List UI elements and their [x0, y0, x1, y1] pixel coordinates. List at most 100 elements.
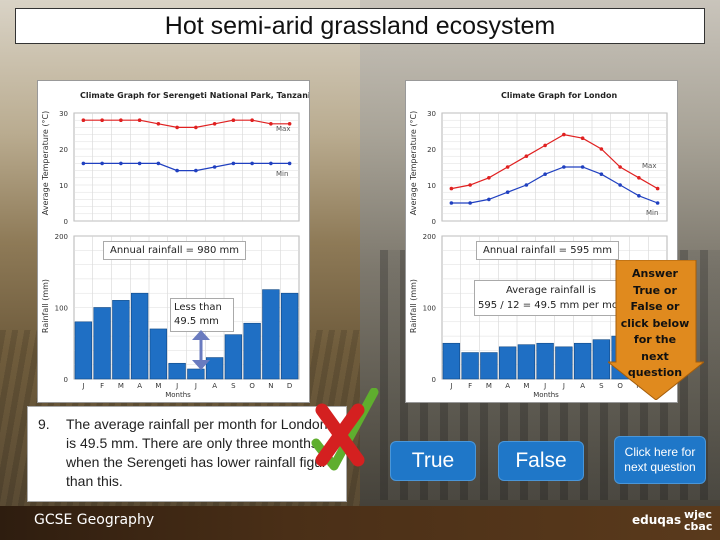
serengeti-rain-bar-2 — [93, 307, 111, 380]
serengeti-note: Less than 49.5 mm — [170, 298, 234, 332]
serengeti-temp-axis-label: Average Temperature (°C) — [41, 111, 50, 215]
false-button[interactable]: False — [498, 441, 584, 481]
london-month-label: A — [505, 382, 510, 390]
london-rain-axis-label: Rainfall (mm) — [409, 279, 418, 333]
serengeti-max-temp-point — [156, 122, 161, 126]
london-max-temp-point — [449, 186, 454, 191]
serengeti-max-temp-point — [269, 122, 273, 126]
serengeti-temp-tick-label: 20 — [59, 146, 68, 154]
london-min-temp-point — [655, 201, 660, 205]
serengeti-max-temp-point — [175, 125, 179, 130]
serengeti-max-temp-point — [81, 118, 86, 122]
true-button[interactable]: True — [390, 441, 476, 481]
london-min-temp-point — [487, 197, 491, 202]
eduqas-logo: eduqas — [632, 513, 682, 527]
london-rain-bar-9 — [592, 339, 611, 380]
serengeti-max-temp-point — [100, 118, 104, 122]
serengeti-month-label: A — [137, 382, 142, 390]
serengeti-rain-tick-label: 100 — [55, 305, 68, 313]
next-button-line1: Click here for — [624, 445, 696, 459]
true-button-label: True — [411, 449, 455, 472]
london-note-line2: 595 / 12 = 49.5 mm per mon — [478, 300, 625, 311]
london-month-label: S — [599, 382, 604, 390]
serengeti-min-temp-line — [83, 162, 290, 172]
london-max-temp-point — [580, 136, 585, 140]
london-month-label: M — [486, 382, 492, 390]
serengeti-max-temp-line — [83, 119, 290, 129]
london-min-temp-point — [449, 201, 454, 205]
serengeti-max-temp-point — [119, 118, 123, 122]
answer-prompt-arrow — [608, 260, 704, 400]
london-min-temp-point — [637, 194, 641, 198]
serengeti-min-temp-point — [100, 161, 104, 166]
serengeti-max-temp-point — [212, 122, 217, 126]
london-max-temp-point — [599, 147, 604, 151]
london-temp-tick-label: 30 — [427, 110, 436, 118]
london-rain-bar-5 — [517, 344, 536, 380]
serengeti-rain-bar-4 — [130, 292, 149, 380]
serengeti-annual-rainfall-text: Annual rainfall = 980 mm — [110, 245, 239, 256]
london-max-temp-line — [451, 133, 658, 190]
serengeti-rain-bar-10 — [243, 322, 261, 380]
next-question-button[interactable]: Click here for next question — [614, 436, 706, 484]
wjec-logo-line1: wjec — [684, 508, 712, 521]
serengeti-rain-axis-label: Rainfall (mm) — [41, 279, 50, 333]
london-min-temp-point — [580, 165, 585, 169]
wjec-logo: wjec cbac — [684, 509, 712, 533]
serengeti-month-label: O — [249, 382, 255, 390]
serengeti-rain-bar-5 — [149, 328, 168, 380]
serengeti-rain-bar-11 — [262, 289, 280, 380]
london-min-temp-point — [524, 183, 529, 187]
london-max-temp-point — [505, 165, 510, 169]
serengeti-rain-tick-label: 200 — [55, 233, 68, 241]
london-average-note: Average rainfall is 595 / 12 = 49.5 mm p… — [474, 280, 628, 316]
serengeti-max-temp-point — [287, 122, 292, 126]
serengeti-month-label: J — [81, 382, 84, 390]
serengeti-temp-tick-label: 10 — [59, 182, 68, 190]
question-number: 9. — [38, 416, 50, 432]
london-annual-rainfall: Annual rainfall = 595 mm — [476, 241, 619, 260]
answer-prompt-text: Answer True or False or click below for … — [620, 267, 690, 379]
london-rain-bar-2 — [461, 352, 479, 380]
serengeti-month-label: S — [231, 382, 236, 390]
london-rain-bar-1 — [442, 342, 461, 380]
london-min-temp-point — [543, 172, 547, 176]
false-button-label: False — [515, 449, 567, 472]
london-max-temp-point — [524, 154, 529, 158]
london-min-temp-point — [618, 183, 622, 187]
london-temp-axis-label: Average Temperature (°C) — [409, 111, 418, 215]
serengeti-rain-bar-1 — [74, 321, 93, 380]
serengeti-max-temp-point — [137, 118, 142, 122]
london-min-label: Min — [646, 209, 658, 217]
serengeti-month-label: N — [268, 382, 273, 390]
london-max-temp-point — [618, 165, 622, 169]
london-note-line1: Average rainfall is — [506, 285, 596, 296]
serengeti-max-temp-point — [231, 118, 236, 122]
serengeti-month-label: D — [287, 382, 292, 390]
serengeti-rain-bar-8 — [205, 357, 224, 380]
serengeti-min-temp-point — [287, 161, 292, 166]
london-x-axis-label: Months — [533, 391, 559, 399]
london-month-label: A — [580, 382, 585, 390]
london-rain-tick-label: 200 — [423, 233, 436, 241]
serengeti-rain-bar-9 — [224, 334, 243, 380]
next-button-line2: next question — [624, 460, 696, 474]
serengeti-rain-bar-7 — [187, 368, 205, 380]
course-name: GCSE Geography — [34, 512, 155, 528]
serengeti-max-label: Max — [276, 125, 290, 133]
london-month-label: O — [617, 382, 623, 390]
london-month-label: F — [468, 382, 472, 390]
cross-and-tick-icon — [311, 388, 379, 471]
serengeti-min-temp-point — [175, 168, 179, 173]
london-temp-tick-label: 0 — [432, 218, 436, 226]
question-text: The average rainfall per month for Londo… — [66, 416, 335, 489]
serengeti-x-axis-label: Months — [165, 391, 191, 399]
london-month-label: J — [562, 382, 565, 390]
serengeti-min-temp-point — [269, 161, 273, 166]
double-arrow-icon — [192, 330, 210, 370]
serengeti-climate-svg: Climate Graph for Serengeti National Par… — [41, 91, 316, 399]
serengeti-max-temp-point — [194, 125, 198, 130]
london-graph-title: Climate Graph for London — [501, 91, 617, 100]
london-month-label: J — [449, 382, 452, 390]
serengeti-min-temp-point — [81, 161, 86, 166]
